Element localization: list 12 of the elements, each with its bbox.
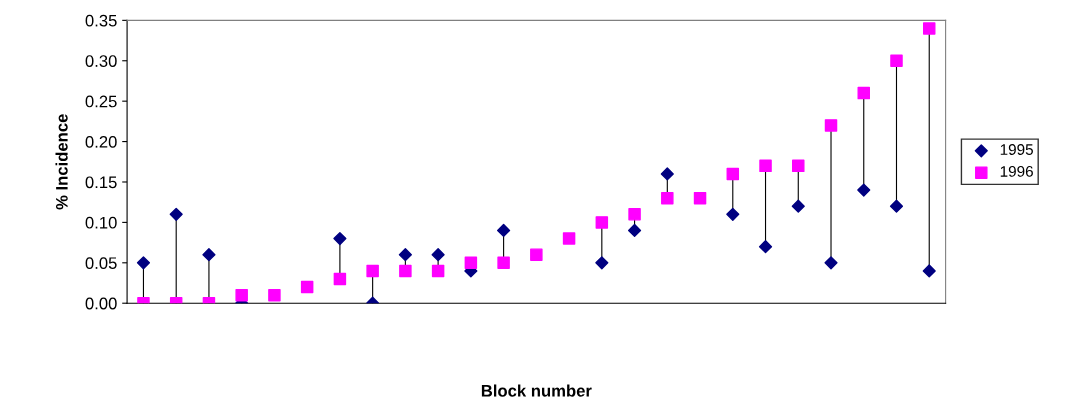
y-tick-label: 0.10 <box>85 216 117 229</box>
y-tick-label: 0.30 <box>85 55 117 67</box>
y-tick-label: 0.25 <box>85 95 117 108</box>
y-tick-label: 0.20 <box>85 135 117 148</box>
y-tick-label: 0.35 <box>85 14 117 27</box>
legend-label: 1995 <box>1000 144 1033 155</box>
y-tick-label: 0.15 <box>85 176 117 189</box>
y-tick-label: 0.05 <box>85 257 117 270</box>
legend-label: 1996 <box>1000 166 1033 177</box>
y-tick-label: 0.00 <box>85 297 117 310</box>
x-axis-title: Block number <box>481 384 592 397</box>
y-axis-title: % Incidence <box>55 114 68 210</box>
